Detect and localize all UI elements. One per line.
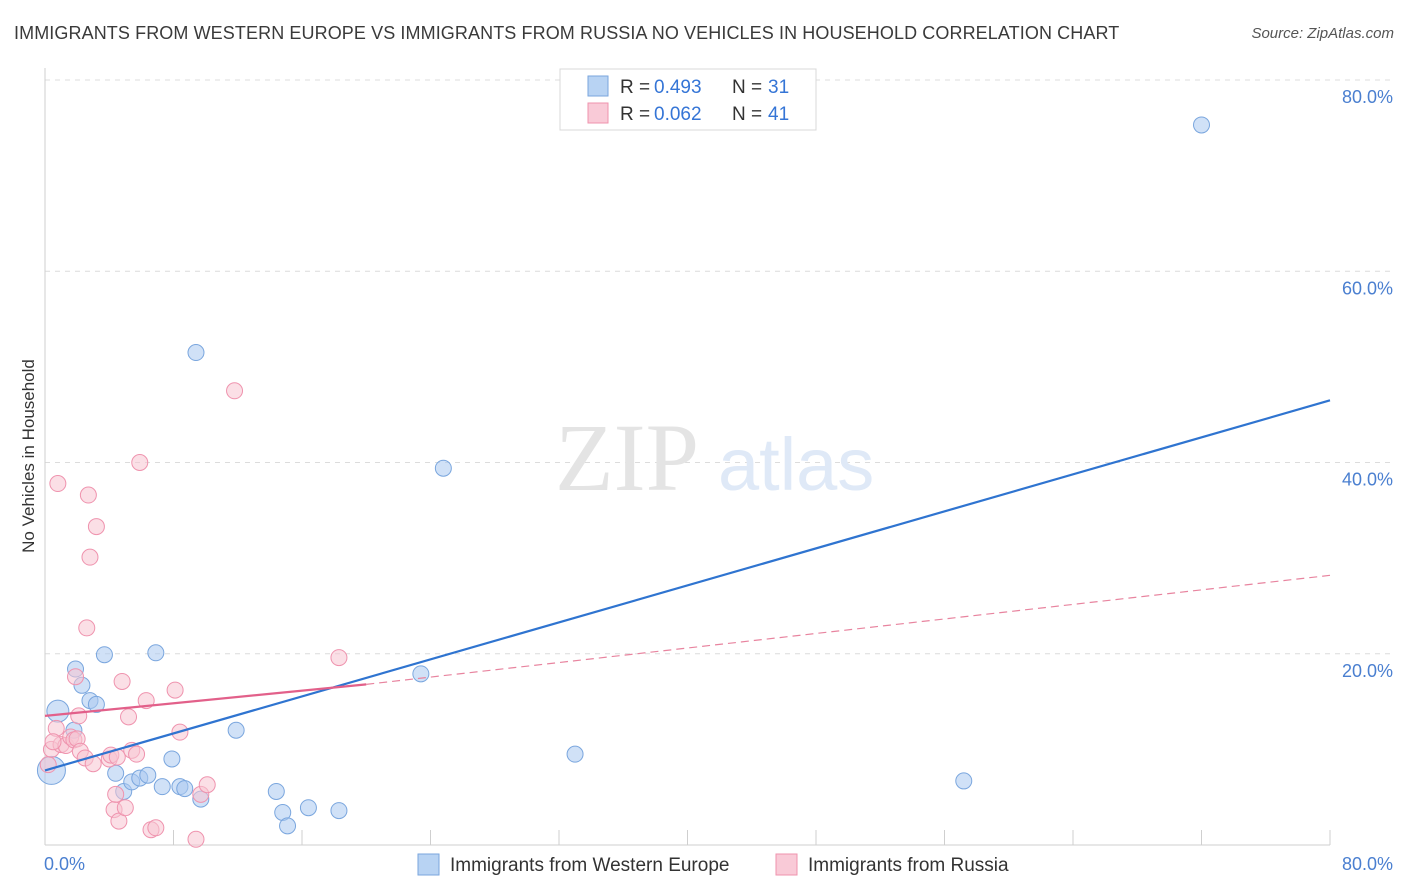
point-western-europe-24 (299, 799, 317, 817)
x-tick-label-min: 0.0% (44, 854, 85, 874)
point-western-europe-14 (153, 778, 171, 796)
x-axis-ticks (173, 830, 1331, 845)
point-western-europe-13 (147, 644, 165, 662)
bottom-legend-label-russia: Immigrants from Russia (808, 855, 1009, 876)
point-russia-3 (49, 475, 67, 493)
point-russia-38 (226, 382, 244, 400)
series-legend: Immigrants from Western Europe Immigrant… (417, 853, 1009, 876)
point-russia-14 (79, 486, 97, 504)
point-western-europe-30 (1193, 116, 1210, 134)
y-tick-labels: 20.0% 40.0% 60.0% 80.0% (1342, 87, 1393, 681)
point-western-europe-25 (330, 802, 348, 820)
point-russia-32 (147, 819, 165, 837)
point-russia-26 (120, 708, 138, 726)
point-russia-15 (81, 548, 99, 566)
chart-title: IMMIGRANTS FROM WESTERN EUROPE VS IMMIGR… (14, 23, 1120, 43)
point-western-europe-1 (46, 699, 70, 723)
legend-r-value-1: 0.493 (654, 77, 702, 98)
trend-lines (44, 399, 1331, 772)
point-western-europe-17 (176, 780, 194, 798)
point-western-europe-20 (227, 721, 245, 739)
legend-n-label-2: N = (732, 104, 762, 125)
point-russia-33 (166, 681, 184, 699)
x-tick-label-max: 80.0% (1342, 854, 1393, 874)
point-western-europe-26 (412, 665, 430, 683)
point-western-europe-29 (955, 772, 973, 790)
point-western-europe-18 (187, 344, 205, 362)
point-russia-28 (128, 745, 146, 763)
trend-line-russia (44, 683, 367, 718)
trend-line-western-europe (44, 399, 1331, 772)
gridlines (45, 79, 1393, 655)
point-western-europe-7 (95, 646, 113, 664)
point-western-europe-21 (267, 782, 285, 800)
legend-n-label-1: N = (732, 77, 762, 98)
point-russia-13 (78, 619, 96, 637)
point-russia-25 (116, 799, 134, 817)
point-russia-40 (44, 733, 62, 751)
point-western-europe-12 (139, 766, 157, 784)
bottom-legend-label-western-europe: Immigrants from Western Europe (450, 855, 729, 876)
bottom-legend-swatch-russia (775, 853, 798, 876)
chart-source: Source: ZipAtlas.com (1251, 25, 1394, 42)
legend-n-value-1: 31 (768, 77, 789, 98)
point-western-europe-15 (163, 750, 181, 768)
point-western-europe-27 (434, 459, 452, 477)
point-russia-17 (87, 518, 105, 536)
y-tick-label-3: 80.0% (1342, 87, 1393, 107)
point-western-europe-6 (87, 695, 105, 713)
point-russia-35 (187, 830, 205, 848)
y-axis-title: No Vehicles in Household (19, 359, 38, 553)
legend-n-value-2: 41 (768, 104, 789, 125)
trend-line-russia-extension (366, 574, 1331, 685)
point-russia-10 (70, 707, 88, 725)
bottom-legend-swatch-western-europe (417, 853, 440, 876)
legend-r-value-2: 0.062 (654, 104, 702, 125)
legend-r-label-1: R = (620, 77, 650, 98)
legend-swatch-russia (587, 102, 609, 124)
point-russia-24 (113, 672, 131, 690)
stats-legend: R = 0.493 N = 31 R = 0.062 N = 41 (559, 68, 817, 131)
y-tick-label-1: 40.0% (1342, 470, 1393, 490)
point-russia-29 (131, 454, 149, 471)
point-western-europe-8 (107, 764, 125, 782)
watermark-atlas: atlas (718, 423, 874, 506)
legend-swatch-western-europe (587, 75, 609, 97)
point-western-europe-28 (566, 745, 584, 763)
point-russia-21 (107, 785, 125, 803)
y-tick-label-2: 60.0% (1342, 278, 1393, 298)
legend-r-label-2: R = (620, 104, 650, 125)
point-russia-39 (330, 649, 348, 667)
point-russia-37 (198, 776, 216, 794)
watermark-zip: ZIP (555, 404, 699, 511)
point-russia-8 (67, 668, 85, 686)
point-western-europe-23 (279, 817, 297, 835)
y-tick-label-0: 20.0% (1342, 661, 1393, 681)
